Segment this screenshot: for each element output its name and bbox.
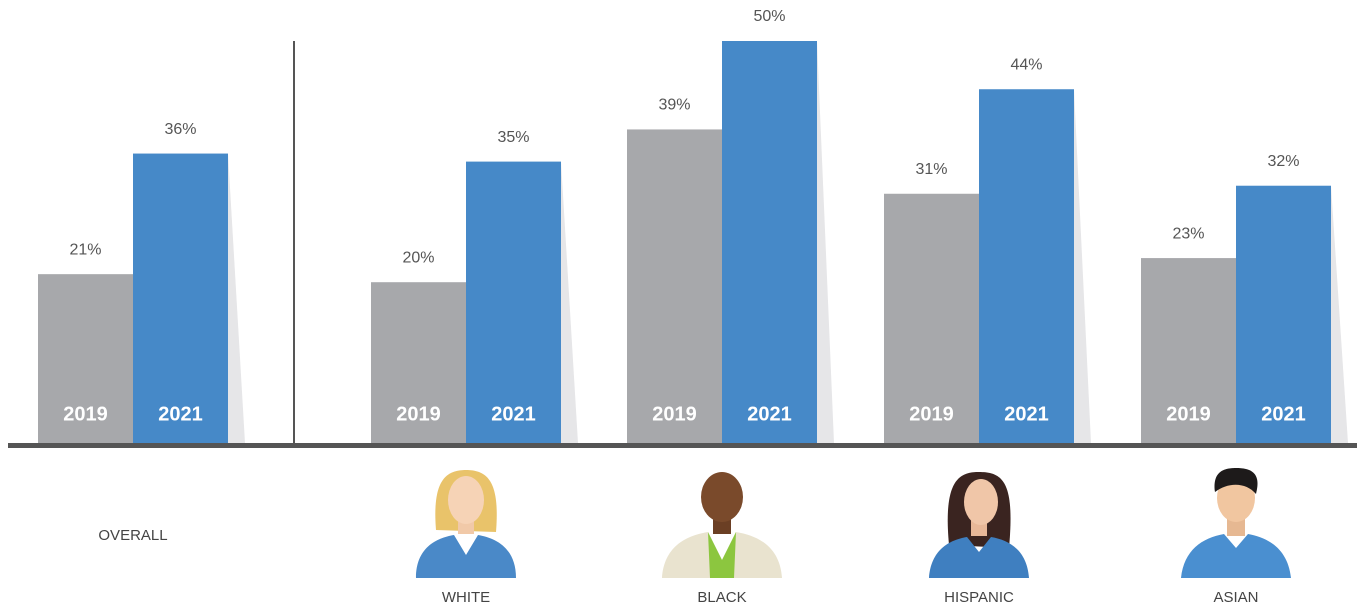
bar-shadow	[1074, 89, 1091, 444]
category-label: OVERALL	[98, 527, 167, 544]
category-label: BLACK	[697, 589, 746, 606]
category-label: HISPANIC	[944, 589, 1014, 606]
value-label: 35%	[497, 129, 529, 146]
bar-shadow	[1331, 185, 1348, 443]
bar	[466, 161, 561, 443]
value-label: 36%	[164, 121, 196, 138]
bar	[979, 89, 1074, 444]
baseline	[8, 443, 1357, 448]
series-label: 2019	[909, 403, 954, 425]
series-label: 2021	[1004, 403, 1049, 425]
bar	[371, 282, 466, 443]
bar	[38, 274, 133, 443]
bar	[1236, 185, 1331, 443]
category-label: WHITE	[442, 589, 490, 606]
series-label: 2021	[1261, 403, 1306, 425]
value-label: 31%	[915, 161, 947, 178]
value-label: 50%	[753, 8, 785, 25]
value-label: 20%	[402, 249, 434, 266]
avatars	[416, 468, 1291, 578]
avatar-hispanic	[929, 472, 1029, 578]
series-label: 2021	[158, 403, 203, 425]
bar-shadow	[817, 41, 834, 443]
bar	[133, 153, 228, 443]
series-label: 2019	[63, 403, 108, 425]
bar	[722, 41, 817, 443]
value-label: 44%	[1010, 56, 1042, 73]
avatar-asian	[1181, 468, 1291, 578]
avatar-white	[416, 470, 516, 578]
bar	[627, 129, 722, 443]
value-label: 21%	[69, 241, 101, 258]
series-label: 2021	[747, 403, 792, 425]
bar-shadow	[561, 161, 578, 443]
avatar-black	[662, 472, 782, 578]
bar	[1141, 258, 1236, 443]
category-label: ASIAN	[1213, 589, 1258, 606]
bar-shadow	[228, 153, 245, 443]
bar	[884, 193, 979, 443]
series-label: 2021	[491, 403, 536, 425]
value-label: 23%	[1172, 225, 1204, 242]
series-label: 2019	[1166, 403, 1211, 425]
value-label: 32%	[1267, 153, 1299, 170]
series-label: 2019	[652, 403, 697, 425]
value-label: 39%	[658, 97, 690, 114]
series-label: 2019	[396, 403, 441, 425]
